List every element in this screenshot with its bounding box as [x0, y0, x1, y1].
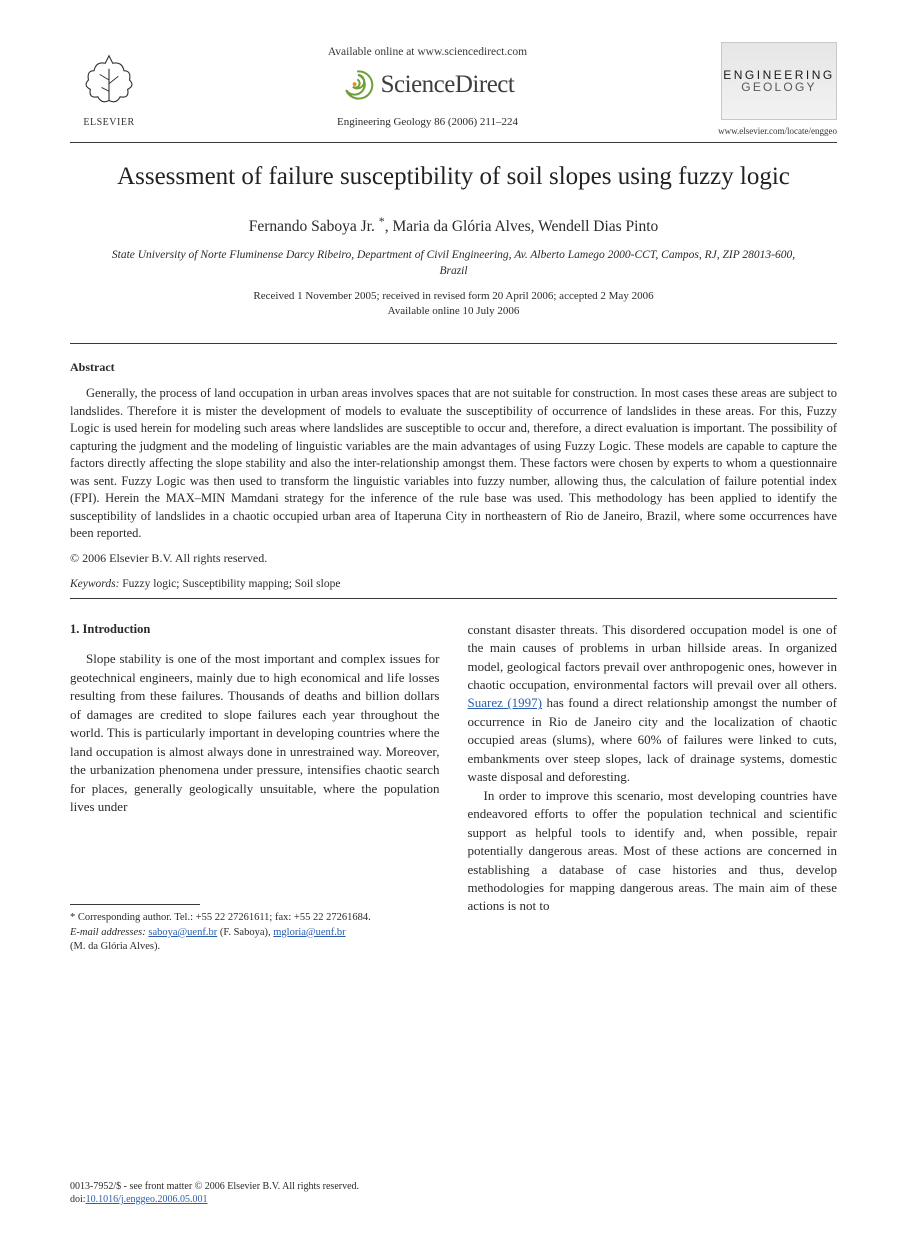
- copyright-line: © 2006 Elsevier B.V. All rights reserved…: [70, 551, 837, 566]
- doi-line: doi:10.1016/j.enggeo.2006.05.001: [70, 1193, 837, 1206]
- header-center: Available online at www.sciencedirect.co…: [148, 40, 707, 130]
- front-matter-line: 0013-7952/$ - see front matter © 2006 El…: [70, 1180, 837, 1193]
- article-title: Assessment of failure susceptibility of …: [70, 161, 837, 192]
- footnote-rule: [70, 904, 200, 905]
- journal-url: www.elsevier.com/locate/enggeo: [707, 126, 837, 136]
- page-footer-meta: 0013-7952/$ - see front matter © 2006 El…: [70, 1180, 837, 1206]
- page-header: ELSEVIER Available online at www.science…: [70, 40, 837, 136]
- author-3: Wendell Dias Pinto: [538, 218, 658, 235]
- journal-citation: Engineering Geology 86 (2006) 211–224: [148, 116, 707, 128]
- abstract-body: Generally, the process of land occupatio…: [70, 385, 837, 543]
- email-line: E-mail addresses: saboya@uenf.br (F. Sab…: [70, 926, 440, 940]
- abstract-text: Generally, the process of land occupatio…: [70, 385, 837, 543]
- keywords-line: Keywords: Fuzzy logic; Susceptibility ma…: [70, 578, 837, 590]
- keywords-label: Keywords:: [70, 578, 119, 590]
- intro-para-2: In order to improve this scenario, most …: [468, 787, 838, 916]
- intro-para-1: Slope stability is one of the most impor…: [70, 650, 440, 816]
- author-2: Maria da Glória Alves: [392, 218, 530, 235]
- elsevier-wordmark: ELSEVIER: [70, 117, 148, 128]
- keywords-values: Fuzzy logic; Susceptibility mapping; Soi…: [122, 578, 340, 590]
- intro-para-1-cont: constant disaster threats. This disorder…: [468, 621, 838, 787]
- elsevier-logo: ELSEVIER: [70, 40, 148, 128]
- email-paren-1: (F. Saboya),: [220, 927, 271, 938]
- email-paren-2: (M. da Glória Alves).: [70, 940, 440, 954]
- column-right: constant disaster threats. This disorder…: [468, 621, 838, 954]
- corresponding-author-note: * Corresponding author. Tel.: +55 22 272…: [70, 911, 440, 925]
- header-rule: [70, 142, 837, 143]
- post-abstract-rule: [70, 598, 837, 599]
- body-columns: 1. Introduction Slope stability is one o…: [70, 621, 837, 954]
- email-label: E-mail addresses:: [70, 927, 146, 938]
- dates-received: Received 1 November 2005; received in re…: [70, 289, 837, 304]
- abstract-heading: Abstract: [70, 360, 837, 375]
- available-online-text: Available online at www.sciencedirect.co…: [148, 46, 707, 58]
- sciencedirect-swirl-icon: [341, 68, 375, 102]
- col2-p1a: constant disaster threats. This disorder…: [468, 622, 838, 692]
- email-link-1[interactable]: saboya@uenf.br: [148, 927, 217, 938]
- journal-name-line2: GEOLOGY: [741, 80, 816, 94]
- author-list: Fernando Saboya Jr. *, Maria da Glória A…: [70, 214, 837, 236]
- intro-heading: 1. Introduction: [70, 621, 440, 639]
- column-left: 1. Introduction Slope stability is one o…: [70, 621, 440, 954]
- email-link-2[interactable]: mgloria@uenf.br: [273, 927, 345, 938]
- affiliation: State University of Norte Fluminense Dar…: [70, 248, 837, 279]
- sciencedirect-wordmark: ScienceDirect: [381, 71, 515, 99]
- pre-abstract-rule: [70, 343, 837, 344]
- article-dates: Received 1 November 2005; received in re…: [70, 289, 837, 319]
- author-1: Fernando Saboya Jr.: [249, 218, 375, 235]
- doi-label: doi:: [70, 1194, 86, 1205]
- citation-link-suarez-1997[interactable]: Suarez (1997): [468, 695, 543, 710]
- elsevier-tree-icon: [81, 52, 137, 108]
- doi-link[interactable]: 10.1016/j.enggeo.2006.05.001: [86, 1194, 208, 1205]
- sciencedirect-logo: ScienceDirect: [341, 68, 515, 102]
- journal-block: ENGINEERING GEOLOGY www.elsevier.com/loc…: [707, 40, 837, 136]
- journal-cover-thumb: ENGINEERING GEOLOGY: [721, 42, 837, 120]
- footnotes: * Corresponding author. Tel.: +55 22 272…: [70, 911, 440, 954]
- dates-online: Available online 10 July 2006: [70, 304, 837, 319]
